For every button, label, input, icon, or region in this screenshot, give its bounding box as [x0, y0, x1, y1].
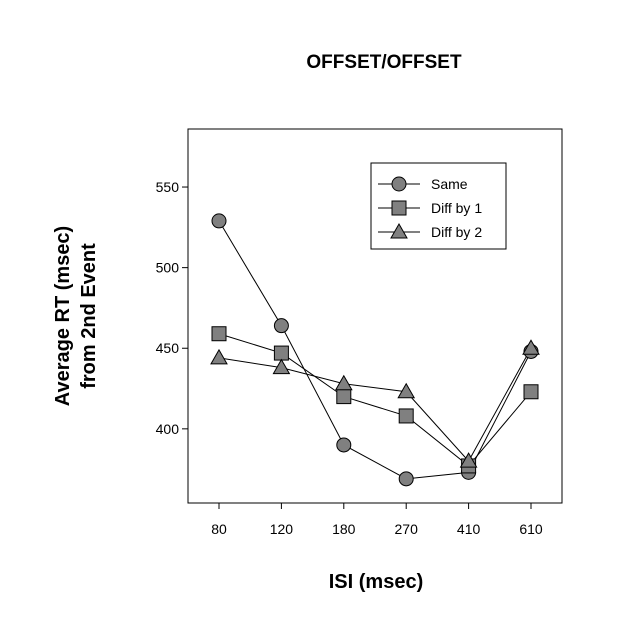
data-point-series-2 — [523, 384, 539, 400]
data-point-series-3 — [459, 452, 478, 468]
data-point-series-2 — [273, 345, 289, 361]
x-axis: 80 120 180 270 410 610 — [211, 503, 543, 537]
data-point-series-3 — [334, 374, 353, 391]
x-tick-label: 120 — [270, 521, 294, 537]
y-axis-title-line-1: Average RT (msec) — [52, 226, 74, 406]
series-line-2 — [218, 333, 532, 467]
y-tick-label: 400 — [156, 421, 180, 437]
data-point-series-1 — [398, 471, 414, 487]
data-point-series-3 — [522, 339, 540, 355]
data-point-series-2 — [211, 326, 227, 342]
x-tick-label: 270 — [395, 521, 419, 537]
x-tick-label: 410 — [457, 521, 481, 537]
series-line-1 — [218, 220, 532, 480]
legend-label: Diff by 1 — [431, 200, 482, 216]
legend-label: Same — [431, 176, 468, 192]
legend-label: Diff by 2 — [431, 224, 482, 240]
x-tick-label: 80 — [211, 521, 227, 537]
data-point-series-1 — [211, 213, 227, 229]
data-point-series-3 — [397, 382, 416, 399]
series-markers — [210, 213, 540, 487]
chart-title: OFFSET/OFFSET — [306, 52, 462, 73]
series-line-3 — [218, 347, 532, 462]
data-point-series-3 — [210, 348, 228, 365]
y-tick-label: 550 — [156, 179, 180, 195]
legend-marker — [391, 176, 407, 192]
legend: Same Diff by 1 Diff by 2 — [370, 162, 507, 250]
legend-marker — [391, 200, 407, 216]
data-point-series-2 — [398, 408, 414, 424]
x-tick-label: 180 — [332, 521, 356, 537]
y-tick-label: 500 — [156, 260, 180, 276]
y-axis: 400 450 500 550 — [156, 179, 188, 437]
data-point-series-3 — [272, 358, 291, 375]
plot-area-frame — [187, 128, 563, 504]
series-lines — [218, 220, 532, 480]
data-point-series-1 — [273, 318, 289, 334]
data-point-series-1 — [336, 437, 352, 453]
y-axis-title-line-2: from 2nd Event — [78, 243, 100, 389]
data-point-series-2 — [336, 389, 352, 405]
x-tick-label: 610 — [519, 521, 543, 537]
legend-marker — [390, 222, 408, 239]
x-axis-title: ISI (msec) — [329, 571, 423, 593]
y-tick-label: 450 — [156, 340, 180, 356]
